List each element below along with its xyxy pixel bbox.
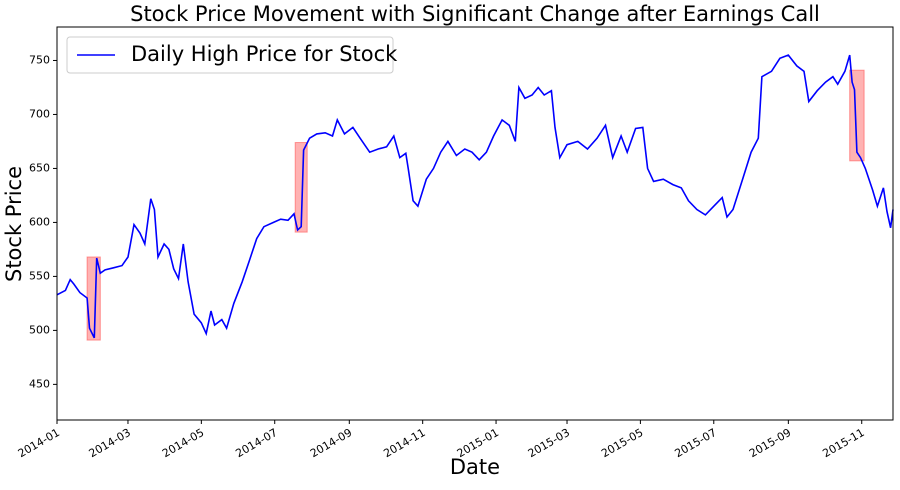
chart-title: Stock Price Movement with Significant Ch… [130, 2, 820, 26]
legend: Daily High Price for Stock [66, 36, 398, 74]
x-tick-label: 2015-03 [526, 426, 572, 460]
legend-label: Daily High Price for Stock [131, 42, 398, 66]
y-tick-label: 550 [29, 269, 50, 282]
x-tick-label: 2014-11 [381, 426, 427, 460]
y-tick-label: 500 [29, 323, 50, 336]
x-tick-label: 2015-07 [672, 426, 718, 460]
x-tick-label: 2015-05 [599, 426, 645, 460]
y-tick-label: 600 [29, 215, 50, 228]
x-tick-label: 2014-07 [233, 426, 279, 460]
x-tick-label: 2015-09 [747, 426, 793, 460]
plot-frame [56, 26, 894, 421]
y-tick-label: 450 [29, 377, 50, 390]
x-tick-label: 2014-03 [87, 426, 133, 460]
y-tick-label: 750 [29, 53, 50, 66]
highlight-region [849, 69, 865, 162]
legend-box [66, 36, 394, 74]
x-tick-label: 2014-09 [308, 426, 354, 460]
y-tick-label: 700 [29, 107, 50, 120]
x-tick-label: 2015-11 [820, 426, 866, 460]
line [56, 54, 894, 339]
y-axis-label: Stock Price [2, 166, 26, 282]
highlight-region [294, 142, 308, 233]
y-tick-label: 650 [29, 161, 50, 174]
x-tick-label: 2014-05 [160, 426, 206, 460]
x-tick-label: 2014-01 [16, 426, 62, 460]
x-axis-label: Date [450, 455, 500, 479]
